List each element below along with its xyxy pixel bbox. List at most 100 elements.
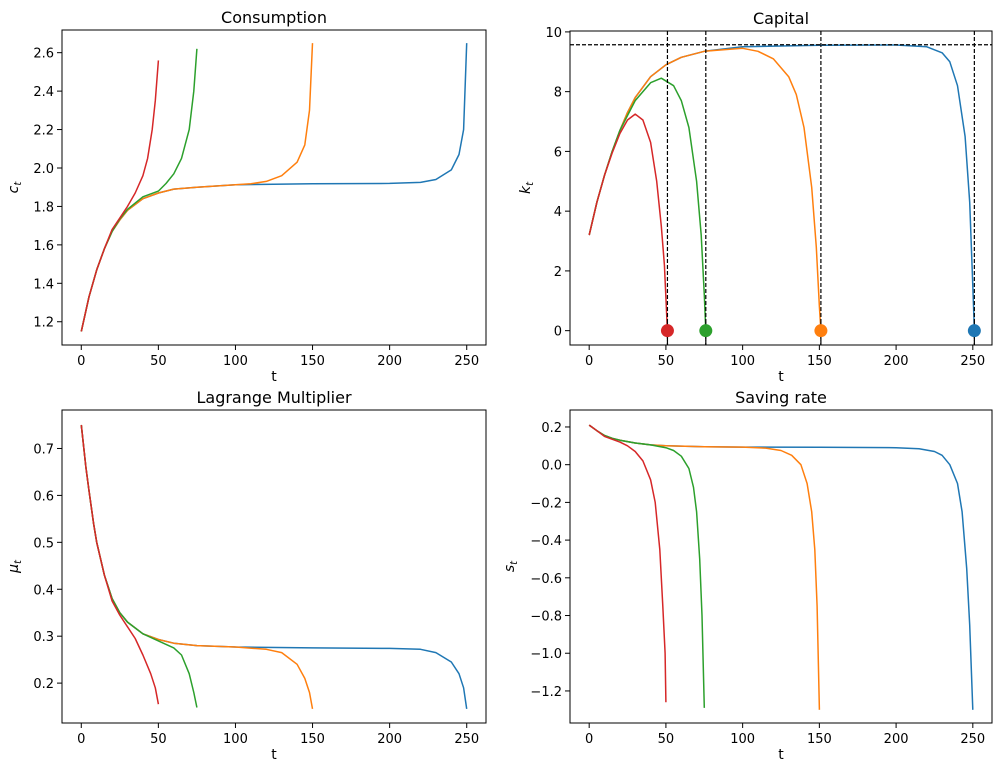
series-line-2 bbox=[80, 43, 314, 332]
y-tick-label: 1.2 bbox=[33, 316, 54, 331]
series-line-3 bbox=[80, 48, 198, 332]
y-tick-label: 6 bbox=[554, 145, 562, 160]
y-axis-label: μt bbox=[6, 559, 24, 574]
y-tick-label: 0.3 bbox=[33, 630, 54, 645]
series-line-3 bbox=[588, 424, 706, 708]
x-tick-label: 200 bbox=[884, 732, 909, 747]
end-point-marker-2 bbox=[814, 324, 828, 338]
subplot-3: 0 50 100 150 200 250 0.2 0.3 0.4 0.5 0.6 0.7 Lagrang… bbox=[6, 388, 487, 763]
y-tick-label: 1.6 bbox=[33, 239, 54, 254]
x-tick-label: 100 bbox=[730, 354, 755, 369]
x-tick-label: 250 bbox=[454, 732, 479, 747]
x-tick-label: 0 bbox=[585, 732, 593, 747]
series-line-2 bbox=[80, 424, 314, 710]
plot-area bbox=[588, 424, 974, 710]
end-point-marker-4 bbox=[660, 324, 674, 338]
x-tick-label: 100 bbox=[730, 732, 755, 747]
x-axis-label: t bbox=[778, 369, 784, 385]
x-tick-label: 50 bbox=[658, 732, 675, 747]
y-tick-label: 0.0 bbox=[541, 459, 562, 474]
series-line-2 bbox=[588, 47, 822, 331]
plot-area bbox=[570, 31, 992, 345]
x-tick-label: 200 bbox=[884, 354, 909, 369]
y-tick-label: −1.0 bbox=[530, 647, 562, 662]
series-line-3 bbox=[80, 424, 198, 708]
y-tick-label: 2.2 bbox=[33, 124, 54, 139]
y-tick-label: 0.2 bbox=[33, 677, 54, 692]
y-axis-label-subscript: t bbox=[13, 181, 24, 186]
y-tick-label: −0.8 bbox=[530, 610, 562, 625]
y-axis-label: st bbox=[502, 560, 520, 572]
y-tick-label: 2.4 bbox=[33, 85, 54, 100]
y-axis-label-subscript: t bbox=[525, 181, 536, 186]
y-tick-label: 0.2 bbox=[541, 421, 562, 436]
y-tick-label: 10 bbox=[545, 26, 562, 41]
chart-title: Saving rate bbox=[735, 388, 827, 407]
y-tick-label: −1.2 bbox=[530, 685, 562, 700]
axes-frame bbox=[569, 409, 993, 724]
end-point-marker-1 bbox=[967, 324, 981, 338]
series-line-4 bbox=[80, 424, 160, 705]
y-tick-label: 1.4 bbox=[33, 277, 54, 292]
y-tick-label: −0.6 bbox=[530, 572, 562, 587]
subplot-1: 0 50 100 150 200 250 1.2 1.4 1.6 1.8 2.0 2.2 2.4 2.6 C… bbox=[6, 8, 487, 385]
series-line-4 bbox=[80, 60, 160, 332]
x-tick-label: 0 bbox=[77, 354, 85, 369]
x-tick-label: 50 bbox=[658, 354, 675, 369]
y-axis-label-subscript: t bbox=[509, 560, 520, 565]
y-tick-label: 0.7 bbox=[33, 442, 54, 457]
y-tick-label: 2 bbox=[554, 265, 562, 280]
x-tick-label: 250 bbox=[960, 354, 985, 369]
chart-title: Consumption bbox=[221, 8, 327, 27]
x-tick-label: 100 bbox=[223, 354, 248, 369]
x-tick-label: 200 bbox=[377, 732, 402, 747]
x-tick-label: 150 bbox=[300, 732, 325, 747]
y-axis-label-base: k bbox=[518, 185, 534, 194]
plot-area bbox=[80, 424, 468, 710]
y-axis-label-base: μ bbox=[6, 564, 22, 574]
y-tick-label: 2.6 bbox=[33, 47, 54, 62]
x-axis-label: t bbox=[778, 747, 784, 763]
y-axis-label-subscript: t bbox=[13, 559, 24, 564]
x-tick-label: 0 bbox=[585, 354, 593, 369]
y-tick-label: 0.5 bbox=[33, 536, 54, 551]
x-tick-label: 200 bbox=[377, 354, 402, 369]
x-axis-label: t bbox=[271, 747, 277, 763]
series-line-1 bbox=[80, 43, 468, 332]
axes-frame bbox=[61, 409, 487, 724]
x-axis-label: t bbox=[271, 369, 277, 385]
axes-frame bbox=[61, 29, 487, 346]
y-tick-label: 2.0 bbox=[33, 162, 54, 177]
x-tick-label: 0 bbox=[77, 732, 85, 747]
series-line-2 bbox=[588, 424, 821, 710]
series-line-3 bbox=[588, 77, 707, 331]
y-axis-label-base: s bbox=[502, 565, 518, 572]
chart-title: Capital bbox=[753, 9, 809, 28]
series-line-1 bbox=[588, 424, 974, 710]
y-tick-label: −0.2 bbox=[530, 496, 562, 511]
x-tick-label: 100 bbox=[223, 732, 248, 747]
y-axis-label: ct bbox=[6, 181, 24, 194]
y-tick-label: 0 bbox=[554, 325, 562, 340]
y-tick-label: 0.6 bbox=[33, 489, 54, 504]
x-tick-label: 50 bbox=[150, 354, 167, 369]
y-tick-label: 8 bbox=[554, 86, 562, 101]
y-tick-label: −0.4 bbox=[530, 534, 562, 549]
series-line-4 bbox=[588, 424, 667, 703]
y-tick-label: 4 bbox=[554, 205, 562, 220]
x-tick-label: 250 bbox=[960, 732, 985, 747]
axes-frame bbox=[569, 30, 993, 346]
x-tick-label: 50 bbox=[150, 732, 167, 747]
chart-title: Lagrange Multiplier bbox=[196, 388, 351, 407]
plot-area bbox=[80, 43, 468, 332]
y-axis-label-base: c bbox=[6, 185, 22, 193]
end-point-marker-3 bbox=[699, 324, 713, 338]
x-tick-label: 150 bbox=[807, 732, 832, 747]
x-tick-label: 150 bbox=[807, 354, 832, 369]
y-tick-label: 1.8 bbox=[33, 200, 54, 215]
x-tick-label: 150 bbox=[300, 354, 325, 369]
y-tick-label: 0.4 bbox=[33, 583, 54, 598]
y-axis-label: kt bbox=[518, 181, 536, 194]
x-tick-label: 250 bbox=[454, 354, 479, 369]
